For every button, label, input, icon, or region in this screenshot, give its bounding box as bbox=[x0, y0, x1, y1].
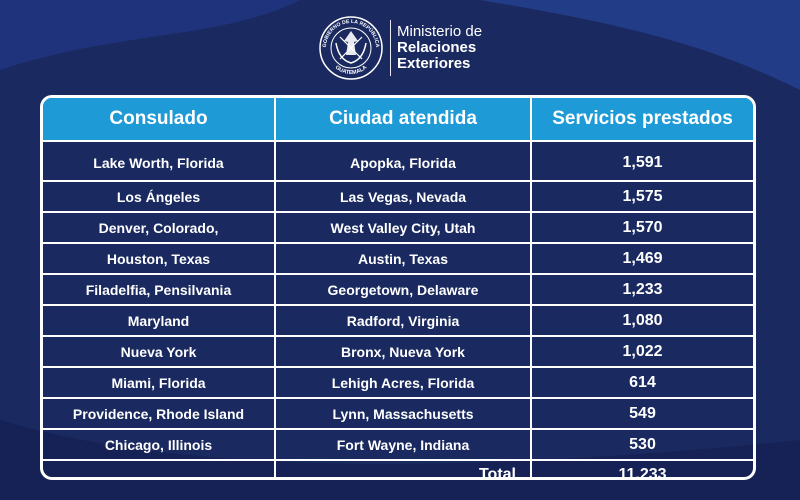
cell-servicios: 1,469 bbox=[531, 243, 753, 275]
table-header-row: Consulado Ciudad atendida Servicios pres… bbox=[43, 98, 753, 142]
table-row: Nueva York Bronx, Nueva York 1,022 bbox=[43, 336, 753, 368]
header-divider bbox=[390, 20, 391, 76]
cell-servicios: 1,570 bbox=[531, 212, 753, 244]
cell-ciudad: Georgetown, Delaware bbox=[275, 274, 532, 306]
table-row: Miami, Florida Lehigh Acres, Florida 614 bbox=[43, 367, 753, 399]
cell-consulado: Chicago, Illinois bbox=[43, 429, 276, 461]
consulates-table: Consulado Ciudad atendida Servicios pres… bbox=[40, 95, 756, 480]
table-row: Filadelfia, Pensilvania Georgetown, Dela… bbox=[43, 274, 753, 306]
table-row: Maryland Radford, Virginia 1,080 bbox=[43, 305, 753, 337]
cell-ciudad: West Valley City, Utah bbox=[275, 212, 532, 244]
table-row: Denver, Colorado, West Valley City, Utah… bbox=[43, 212, 753, 244]
cell-consulado: Los Ángeles bbox=[43, 181, 276, 213]
column-header-consulado: Consulado bbox=[43, 98, 276, 142]
cell-consulado: Providence, Rhode Island bbox=[43, 398, 276, 430]
column-header-ciudad: Ciudad atendida bbox=[275, 98, 532, 142]
cell-ciudad: Lynn, Massachusetts bbox=[275, 398, 532, 430]
cell-servicios: 614 bbox=[531, 367, 753, 399]
ministry-name: Ministerio de Relaciones Exteriores bbox=[397, 24, 482, 72]
column-header-servicios: Servicios prestados bbox=[531, 98, 753, 142]
header: GOBIERNO DE LA REPÚBLICA GUATEMALA Minis… bbox=[318, 14, 482, 82]
cell-ciudad: Las Vegas, Nevada bbox=[275, 181, 532, 213]
cell-servicios: 1,575 bbox=[531, 181, 753, 213]
cell-servicios: 1,022 bbox=[531, 336, 753, 368]
guatemala-seal-icon: GOBIERNO DE LA REPÚBLICA GUATEMALA bbox=[319, 16, 383, 80]
cell-consulado: Denver, Colorado, bbox=[43, 212, 276, 244]
cell-consulado: Miami, Florida bbox=[43, 367, 276, 399]
total-row: Total 11,233 bbox=[43, 460, 753, 480]
cell-consulado: Filadelfia, Pensilvania bbox=[43, 274, 276, 306]
total-label: Total bbox=[275, 460, 532, 477]
cell-servicios: 549 bbox=[531, 398, 753, 430]
cell-servicios: 1,080 bbox=[531, 305, 753, 337]
table-row: Houston, Texas Austin, Texas 1,469 bbox=[43, 243, 753, 275]
cell-consulado: Houston, Texas bbox=[43, 243, 276, 275]
table-row: Chicago, Illinois Fort Wayne, Indiana 53… bbox=[43, 429, 753, 461]
cell-ciudad: Bronx, Nueva York bbox=[275, 336, 532, 368]
table-row: Providence, Rhode Island Lynn, Massachus… bbox=[43, 398, 753, 430]
cell-ciudad: Fort Wayne, Indiana bbox=[275, 429, 532, 461]
cell-servicios: 1,233 bbox=[531, 274, 753, 306]
ministry-line-3: Exteriores bbox=[397, 55, 471, 72]
cell-ciudad: Apopka, Florida bbox=[275, 141, 532, 182]
seal-text-bottom: GUATEMALA bbox=[334, 65, 368, 76]
svg-text:GUATEMALA: GUATEMALA bbox=[334, 65, 368, 76]
cell-ciudad: Lehigh Acres, Florida bbox=[275, 367, 532, 399]
ministry-line-1: Ministerio de bbox=[397, 23, 483, 40]
cell-ciudad: Radford, Virginia bbox=[275, 305, 532, 337]
cell-consulado: Maryland bbox=[43, 305, 276, 337]
table-row: Los Ángeles Las Vegas, Nevada 1,575 bbox=[43, 181, 753, 213]
total-value: 11,233 bbox=[618, 466, 667, 480]
table-row: Lake Worth, Florida Apopka, Florida 1,59… bbox=[43, 141, 753, 182]
total-spacer bbox=[43, 460, 276, 477]
ministry-line-2: Relaciones bbox=[397, 39, 477, 56]
cell-consulado: Nueva York bbox=[43, 336, 276, 368]
cell-consulado: Lake Worth, Florida bbox=[43, 141, 276, 182]
cell-servicios: 1,591 bbox=[531, 141, 753, 182]
cell-ciudad: Austin, Texas bbox=[275, 243, 532, 275]
cell-servicios: 530 bbox=[531, 429, 753, 461]
